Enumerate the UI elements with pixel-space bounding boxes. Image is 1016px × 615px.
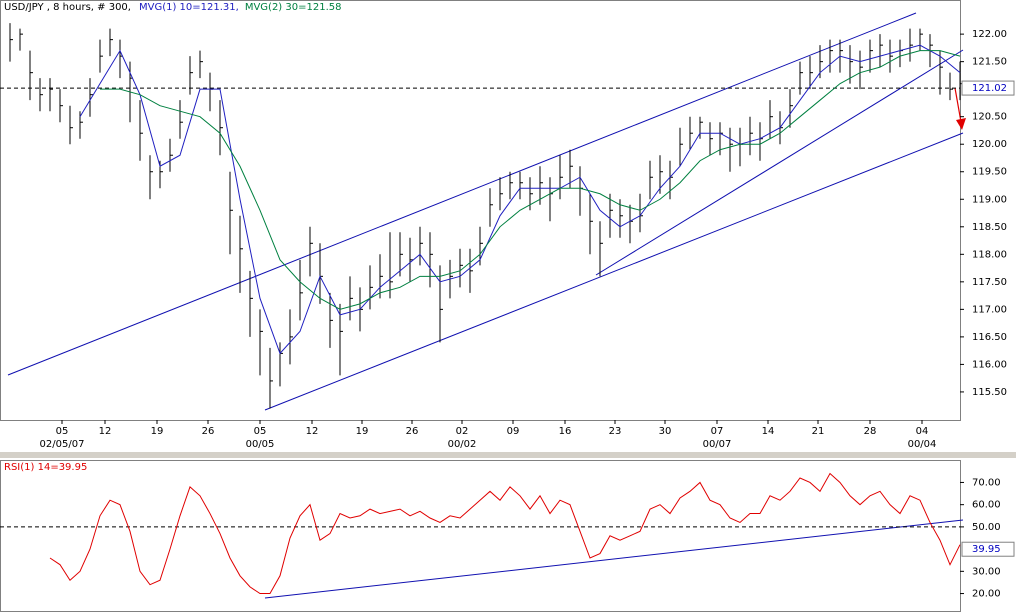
rsi-line [49,472,961,595]
x-tick-label: 30 [659,426,672,437]
price-frame [0,0,961,421]
legend-entry: MVG(1) 10=121.31, [139,2,239,13]
x-tick-sublabel: 00/07 [703,439,732,450]
x-tick-sublabel: 00/02 [448,439,477,450]
x-tick-label: 19 [151,426,164,437]
y-tick-label: 117.50 [972,277,1007,288]
y-tick-label: 117.00 [972,304,1007,315]
arrow-head [956,118,966,130]
last-value-label: 39.95 [972,544,1001,555]
channel-upper [7,12,917,376]
trend-support [595,49,964,276]
x-tick-label: 05 [254,426,267,437]
last-price-label: 121.02 [972,83,1007,94]
y-tick-label: 20.00 [972,589,1001,600]
rsi-title: RSI(1) 14=39.95 [4,462,87,473]
rsi-trendline [264,519,964,599]
x-tick-label: 14 [762,426,775,437]
panel-gap [0,452,1016,458]
x-tick-label: 21 [812,426,825,437]
y-tick-label: 118.50 [972,222,1007,233]
x-tick-sublabel: 00/04 [908,439,937,450]
last-value-box [961,541,1015,557]
y-tick-label: 116.00 [972,359,1007,370]
y-tick-label: 70.00 [972,477,1001,488]
moving-average [79,44,961,355]
last-price-box [961,80,1015,96]
x-tick-label: 26 [406,426,419,437]
y-tick-label: 121.50 [972,57,1007,68]
x-tick-label: 19 [356,426,369,437]
x-tick-label: 09 [507,426,520,437]
x-tick-label: 07 [711,426,724,437]
x-tick-sublabel: 02/05/07 [40,439,85,450]
chart-title: USD/JPY , 8 hours, # 300, [4,2,131,13]
y-tick-label: 122.00 [972,29,1007,40]
y-tick-label: 116.50 [972,332,1007,343]
x-tick-label: 28 [864,426,877,437]
y-tick-label: 118.00 [972,249,1007,260]
x-tick-label: 26 [202,426,215,437]
x-tick-label: 04 [916,426,929,437]
y-tick-label: 119.00 [972,194,1007,205]
y-tick-label: 115.50 [972,387,1007,398]
x-tick-label: 12 [306,426,319,437]
x-tick-label: 12 [99,426,112,437]
y-tick-label: 60.00 [972,500,1001,511]
channel-lower [264,132,964,411]
rsi-frame [0,460,961,612]
y-tick-label: 30.00 [972,566,1001,577]
x-tick-label: 16 [559,426,572,437]
x-tick-label: 02 [456,426,469,437]
moving-average [100,50,961,310]
trendlines [7,12,964,599]
x-tick-sublabel: 00/05 [246,439,275,450]
legend-entry: MVG(2) 30=121.58 [245,2,342,13]
y-tick-label: 120.50 [972,112,1007,123]
x-tick-label: 23 [609,426,622,437]
y-tick-label: 50.00 [972,522,1001,533]
y-tick-label: 119.50 [972,167,1007,178]
y-tick-label: 120.00 [972,139,1007,150]
x-tick-label: 05 [56,426,69,437]
